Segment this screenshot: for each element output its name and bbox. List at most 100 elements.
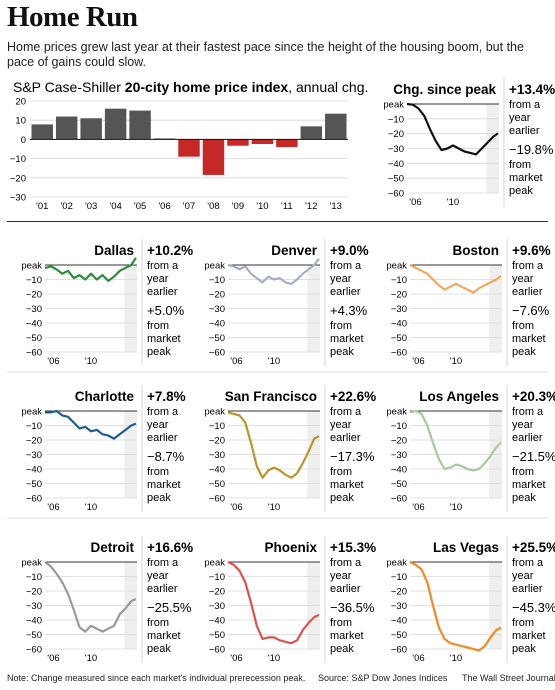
y-tick-label: −10: [209, 572, 225, 583]
peak-label: peak: [512, 492, 536, 504]
panel-title: Los Angeles: [419, 389, 499, 404]
footnote: Note: Change measured since each market'…: [7, 673, 306, 683]
y-tick-label: −30: [391, 450, 407, 461]
peak-label: from: [330, 320, 352, 332]
yoy-label: year: [512, 419, 534, 431]
yoy-change: +16.6%: [147, 540, 193, 555]
y-tick-label: −50: [209, 479, 225, 490]
peak-label: from: [330, 617, 352, 629]
y-tick-label: peak: [21, 407, 42, 418]
peak-change: −7.6%: [512, 303, 550, 318]
page-subtitle: Home prices grew last year at their fast…: [7, 40, 524, 69]
y-tick-label: peak: [204, 407, 225, 418]
y-tick-label: peak: [204, 261, 225, 272]
x-tick-label: '06: [412, 653, 424, 664]
x-tick-label: '10: [450, 653, 462, 664]
bar-x-tick-label: '02: [60, 201, 72, 212]
peak-label: market: [512, 333, 546, 345]
series-line: [409, 409, 502, 472]
yoy-label: from a: [147, 557, 179, 569]
y-tick-label: −20: [209, 436, 225, 447]
bar-y-tick-label: −30: [10, 193, 26, 204]
y-tick-label: −20: [26, 587, 42, 598]
x-tick-label: '06: [47, 502, 59, 513]
bar-chart-title: S&P Case-Shiller 20-city home price inde…: [13, 79, 368, 95]
y-tick-label: −20: [209, 290, 225, 301]
peak-label: from: [147, 617, 169, 629]
y-tick-label: −60: [388, 189, 404, 200]
yoy-label: earlier: [512, 432, 543, 444]
yoy-label: year: [509, 112, 531, 124]
peak-label: from: [330, 466, 352, 478]
panel-title: Las Vegas: [433, 540, 499, 555]
series-line: [44, 257, 137, 282]
x-tick-label: '10: [450, 502, 462, 513]
bar: [251, 139, 274, 145]
y-tick-label: −10: [209, 275, 225, 286]
x-tick-label: '06: [412, 502, 424, 513]
bar: [276, 139, 298, 148]
peak-label: peak: [509, 185, 533, 197]
bar-x-tick-label: '12: [305, 201, 317, 212]
bar-x-tick-label: '08: [207, 201, 219, 212]
yoy-label: year: [330, 570, 352, 582]
panel-chg-since-peak: peak −10 −20 −30 −40 −50 −60 '06 '10 Chg. since p…: [383, 78, 555, 208]
bar-x-tick-label: '13: [330, 201, 342, 212]
y-tick-label: −50: [388, 174, 404, 185]
peak-label: peak: [147, 492, 171, 504]
y-tick-label: −50: [26, 333, 42, 344]
series-line: [227, 258, 320, 285]
bar-x-tick-label: '04: [109, 201, 121, 212]
yoy-label: year: [330, 419, 352, 431]
yoy-label: from a: [512, 557, 544, 569]
bar-y-tick-label: 0: [21, 135, 26, 146]
peak-change: −21.5%: [512, 449, 555, 464]
bar-x-tick-label: '03: [85, 201, 97, 212]
peak-label: from: [147, 320, 169, 332]
y-tick-label: −10: [391, 421, 407, 432]
bar-y-tick-label: −10: [10, 154, 26, 165]
y-tick-label: −20: [26, 290, 42, 301]
yoy-change: +13.4%: [509, 82, 555, 97]
bar-x-tick-label: '11: [281, 201, 293, 212]
panel-san-francisco: peak −10 −20 −30 −40 −50 −60 '06 '10 San Francisc…: [204, 385, 376, 513]
bar: [31, 124, 53, 140]
bar-chart-title-part: 20-city home price index: [125, 79, 289, 95]
bar: [55, 116, 78, 140]
x-tick-label: '10: [447, 197, 459, 208]
page-title: Home Run: [7, 1, 138, 33]
yoy-label: from a: [330, 260, 362, 272]
yoy-label: from a: [512, 406, 544, 418]
panel-title: Dallas: [94, 243, 134, 258]
bar: [300, 126, 323, 140]
y-tick-label: −60: [26, 494, 42, 505]
panel-dallas: peak −10 −20 −30 −40 −50 −60 '06 '10 Dallas +10.2%…: [21, 239, 193, 367]
yoy-label: earlier: [330, 432, 361, 444]
series-line: [227, 561, 320, 645]
x-tick-label: '06: [409, 197, 421, 208]
peak-label: peak: [147, 346, 171, 358]
panel-los-angeles: peak −10 −20 −30 −40 −50 −60 '06 '10 Los Angeles +…: [386, 385, 555, 513]
peak-label: peak: [330, 492, 354, 504]
x-tick-label: '10: [450, 356, 462, 367]
x-tick-label: '06: [230, 653, 242, 664]
x-tick-label: '06: [47, 356, 59, 367]
yoy-change: +22.6%: [330, 389, 376, 404]
bar: [129, 110, 151, 140]
peak-label: market: [512, 479, 546, 491]
peak-label: peak: [147, 643, 171, 655]
peak-label: peak: [330, 643, 354, 655]
y-tick-label: −40: [209, 616, 225, 627]
series-line: [44, 561, 137, 633]
y-tick-label: −50: [391, 630, 407, 641]
series-line: [409, 264, 502, 294]
yoy-label: earlier: [147, 286, 178, 298]
peak-label: peak: [330, 346, 354, 358]
yoy-label: year: [147, 570, 169, 582]
peak-label: peak: [512, 643, 536, 655]
y-tick-label: −60: [26, 645, 42, 656]
y-tick-label: −30: [391, 601, 407, 612]
peak-label: market: [330, 333, 364, 345]
bar: [178, 139, 200, 157]
y-tick-label: −30: [209, 304, 225, 315]
